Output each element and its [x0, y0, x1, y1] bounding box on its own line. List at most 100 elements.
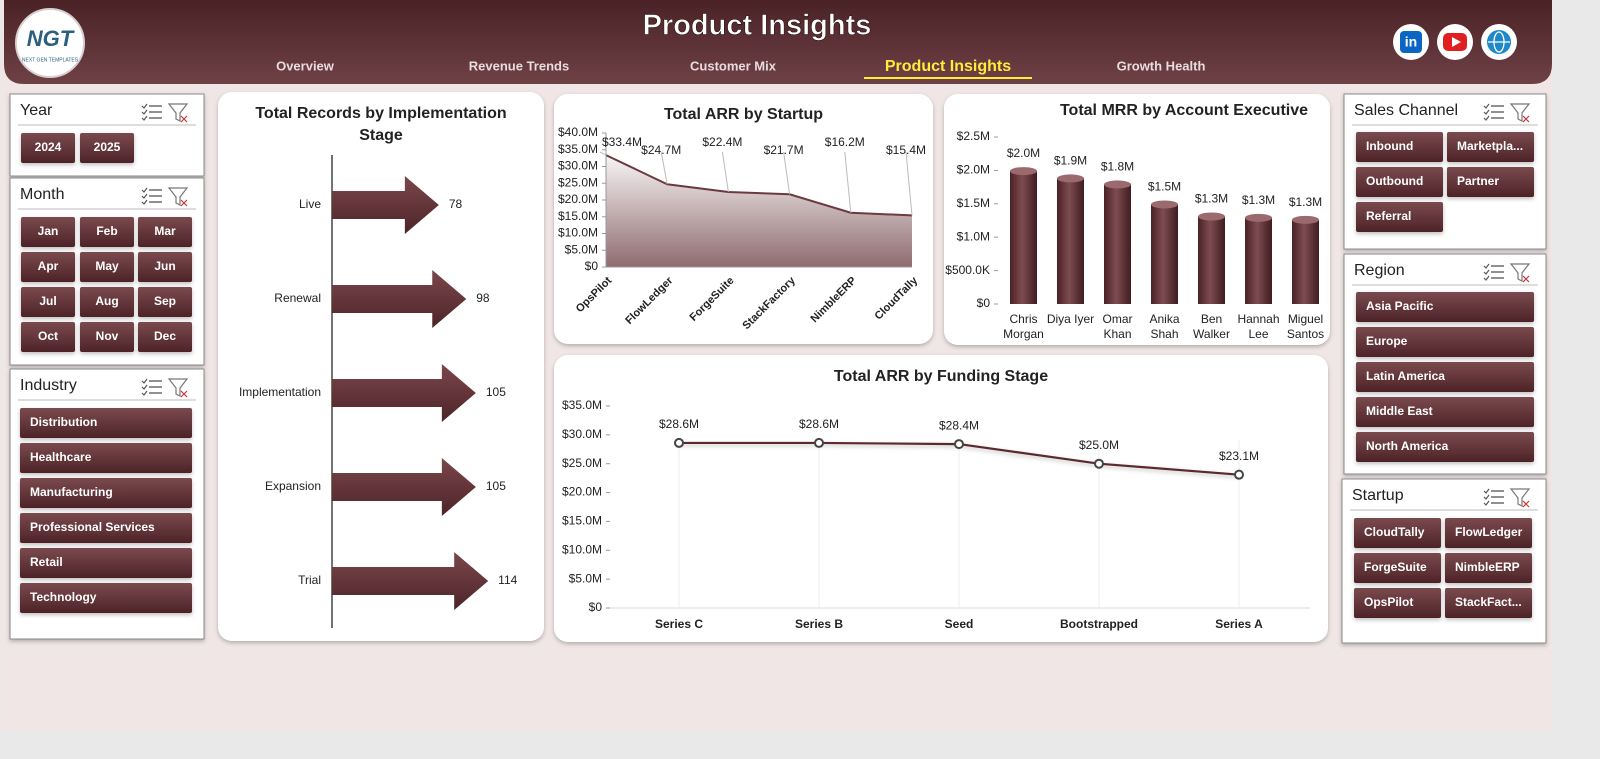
slicer-button-label[interactable]: Latin America	[1366, 369, 1445, 383]
slicer-button-label[interactable]: Feb	[96, 224, 117, 238]
slicer-button-label[interactable]: Oct	[38, 329, 58, 343]
slicer-button[interactable]	[1356, 167, 1443, 197]
nav-tab[interactable]: Growth Health	[1117, 58, 1206, 73]
x-tick-label: Anika Shah	[1149, 312, 1180, 341]
slicer-button-label[interactable]: Europe	[1366, 334, 1408, 348]
nav-tab[interactable]: Overview	[276, 58, 335, 73]
point	[1094, 458, 1104, 469]
slicer-button[interactable]	[138, 322, 192, 352]
slicer-button[interactable]	[80, 287, 134, 317]
slicer-button[interactable]	[80, 133, 134, 163]
x-tick-label-box: Miguel Santos	[1287, 312, 1324, 341]
slicer-button[interactable]	[1356, 397, 1534, 427]
slicer-button[interactable]	[20, 443, 192, 473]
slicer-button[interactable]	[1354, 588, 1441, 618]
column-top	[1010, 167, 1037, 176]
slicer-button[interactable]	[1356, 362, 1534, 392]
slicer-button[interactable]	[20, 478, 192, 508]
slicer-button[interactable]	[21, 252, 75, 282]
slicer-button[interactable]	[1354, 553, 1441, 583]
slicer-button-label[interactable]: Mar	[154, 224, 176, 238]
slicer-button-label[interactable]: Professional Services	[30, 520, 155, 534]
slicer-button-label[interactable]: Outbound	[1366, 174, 1423, 188]
slicer-button-label[interactable]: Middle East	[1366, 404, 1433, 418]
slicer-button-label[interactable]: 2025	[94, 140, 121, 154]
slicer-button-label[interactable]: NimbleERP	[1455, 560, 1520, 574]
multiselect-icon-check	[141, 390, 148, 396]
slicer-button[interactable]	[1356, 132, 1443, 162]
slicer-button-label[interactable]: Inbound	[1366, 139, 1413, 153]
clear-filter-icon[interactable]	[1509, 263, 1531, 282]
slicer-button[interactable]	[138, 252, 192, 282]
slicer-button-label[interactable]: Jul	[39, 294, 56, 308]
slicer-button[interactable]	[138, 217, 192, 247]
slicer-button-label[interactable]: Distribution	[30, 415, 97, 429]
y-tick-label: $0	[589, 600, 603, 614]
slicer-title: Year	[20, 102, 53, 119]
clear-filter-icon[interactable]	[1509, 488, 1531, 507]
slicer-button-label[interactable]: Referral	[1366, 209, 1411, 223]
slicer-button[interactable]	[1356, 327, 1534, 357]
slicer-button-label[interactable]: FlowLedger	[1455, 525, 1523, 539]
multiselect-icon-check	[1483, 488, 1490, 494]
slicer-button[interactable]	[1445, 553, 1532, 583]
slicer-button-label[interactable]: May	[95, 259, 119, 273]
slicer-button-label[interactable]: StackFact...	[1455, 595, 1522, 609]
slicer-button-label[interactable]: Marketpla...	[1457, 139, 1523, 153]
arrow-bar	[332, 364, 476, 422]
data-label: $33.4M	[602, 135, 642, 149]
slicer-button[interactable]	[21, 287, 75, 317]
slicer-button-label[interactable]: Dec	[154, 329, 176, 343]
x-tick-label: Diya Iyer	[1046, 312, 1095, 326]
slicer-button[interactable]	[1447, 167, 1534, 197]
slicer-button-label[interactable]: Apr	[38, 259, 59, 273]
slicer-button-label[interactable]: Aug	[95, 294, 118, 308]
nav-tab[interactable]: Customer Mix	[690, 58, 777, 73]
slicer-button-label[interactable]: Retail	[30, 555, 63, 569]
clear-filter-icon[interactable]	[167, 187, 189, 206]
column-top	[1104, 180, 1131, 189]
slicer-button[interactable]	[1356, 292, 1534, 322]
nav-tab[interactable]: Product Insights	[885, 58, 1011, 75]
clear-filter-icon[interactable]	[167, 378, 189, 397]
slicer-button-label[interactable]: CloudTally	[1364, 525, 1425, 539]
slicer-button[interactable]	[80, 252, 134, 282]
slicer-button-label[interactable]: Asia Pacific	[1366, 299, 1434, 313]
clear-filter-icon[interactable]	[1509, 103, 1531, 122]
slicer-button[interactable]	[1445, 588, 1532, 618]
clear-filter-icon[interactable]	[167, 103, 189, 122]
slicer-button[interactable]	[80, 322, 134, 352]
slicer-button-label[interactable]: Technology	[30, 590, 97, 604]
slicer-button[interactable]	[1356, 202, 1443, 232]
slicer-button-label[interactable]: ForgeSuite	[1364, 560, 1427, 574]
slicer-button[interactable]	[1447, 132, 1534, 162]
slicer-button[interactable]	[138, 287, 192, 317]
slicer-button[interactable]	[20, 583, 192, 613]
nav-tab[interactable]: Revenue Trends	[469, 58, 569, 73]
slicer-button-label[interactable]: 2024	[35, 140, 62, 154]
slicer-button[interactable]	[1354, 518, 1441, 548]
slicer-button-label[interactable]: OpsPilot	[1364, 595, 1413, 609]
slicer-button[interactable]	[20, 408, 192, 438]
slicer-button-label[interactable]: Sep	[154, 294, 176, 308]
slicer-button-label[interactable]: Partner	[1457, 174, 1499, 188]
slicer-button-label[interactable]: Jan	[38, 224, 59, 238]
slicer-button[interactable]	[20, 513, 192, 543]
slicer-button-label[interactable]: North America	[1366, 439, 1449, 453]
slicer-button-label[interactable]: Manufacturing	[30, 485, 113, 499]
slicer-button[interactable]	[80, 217, 134, 247]
leader-line	[783, 151, 791, 195]
slicer-button[interactable]	[1356, 432, 1534, 462]
slicer-button[interactable]	[20, 548, 192, 578]
slicer-button-label[interactable]: Nov	[96, 329, 119, 343]
slicer-button-label[interactable]: Healthcare	[30, 450, 92, 464]
slicer: Month Jan Feb Mar Apr May Jun Jul Aug Sep Oct Nov De…	[9, 177, 205, 366]
slicer-button-label[interactable]: Jun	[154, 259, 175, 273]
slicer-button[interactable]	[1445, 518, 1532, 548]
slicer-button[interactable]	[21, 133, 75, 163]
slicer-button[interactable]	[21, 322, 75, 352]
y-tick-label: $15.0M	[558, 209, 598, 223]
slicer-button[interactable]	[21, 217, 75, 247]
x-tick-label: Ben Walker	[1193, 312, 1230, 341]
category-label: Renewal	[274, 291, 321, 305]
